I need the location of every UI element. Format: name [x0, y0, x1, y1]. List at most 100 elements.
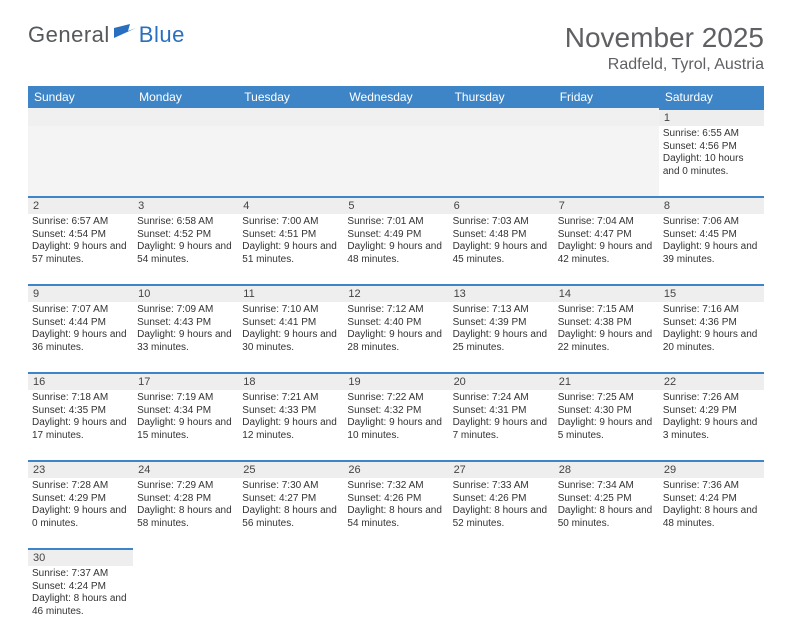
sunrise-text: Sunrise: 7:25 AM — [558, 392, 655, 405]
day-cell: Sunrise: 7:25 AMSunset: 4:30 PMDaylight:… — [554, 390, 659, 460]
empty-cell — [449, 566, 554, 636]
empty-cell — [28, 126, 133, 196]
day-cell: Sunrise: 7:22 AMSunset: 4:32 PMDaylight:… — [343, 390, 448, 460]
empty-cell — [238, 126, 343, 196]
day-number: 3 — [133, 196, 238, 214]
day-cell: Sunrise: 7:36 AMSunset: 4:24 PMDaylight:… — [659, 478, 764, 548]
sunset-text: Sunset: 4:29 PM — [663, 405, 760, 418]
sunset-text: Sunset: 4:24 PM — [663, 493, 760, 506]
day-number: 10 — [133, 284, 238, 302]
day-number — [133, 548, 238, 566]
sunset-text: Sunset: 4:49 PM — [347, 229, 444, 242]
sunrise-text: Sunrise: 7:34 AM — [558, 480, 655, 493]
day-cell: Sunrise: 7:07 AMSunset: 4:44 PMDaylight:… — [28, 302, 133, 372]
day-number: 16 — [28, 372, 133, 390]
sunrise-text: Sunrise: 7:32 AM — [347, 480, 444, 493]
daylight-text: Daylight: 9 hours and 57 minutes. — [32, 241, 129, 266]
sunrise-text: Sunrise: 6:57 AM — [32, 216, 129, 229]
day-cell: Sunrise: 7:32 AMSunset: 4:26 PMDaylight:… — [343, 478, 448, 548]
daynum-row: 30 — [28, 548, 764, 566]
sunset-text: Sunset: 4:32 PM — [347, 405, 444, 418]
day-cell: Sunrise: 6:55 AMSunset: 4:56 PMDaylight:… — [659, 126, 764, 196]
sunset-text: Sunset: 4:30 PM — [558, 405, 655, 418]
daylight-text: Daylight: 9 hours and 15 minutes. — [137, 417, 234, 442]
daylight-text: Daylight: 8 hours and 56 minutes. — [242, 505, 339, 530]
day-number: 22 — [659, 372, 764, 390]
day-cell: Sunrise: 7:04 AMSunset: 4:47 PMDaylight:… — [554, 214, 659, 284]
sunrise-text: Sunrise: 7:01 AM — [347, 216, 444, 229]
daylight-text: Daylight: 9 hours and 25 minutes. — [453, 329, 550, 354]
week-row: Sunrise: 7:07 AMSunset: 4:44 PMDaylight:… — [28, 302, 764, 372]
day-number — [554, 108, 659, 126]
day-number: 24 — [133, 460, 238, 478]
page-title: November 2025 — [565, 22, 764, 54]
day-number: 6 — [449, 196, 554, 214]
sunrise-text: Sunrise: 7:00 AM — [242, 216, 339, 229]
day-number: 7 — [554, 196, 659, 214]
week-row: Sunrise: 7:18 AMSunset: 4:35 PMDaylight:… — [28, 390, 764, 460]
day-cell: Sunrise: 7:15 AMSunset: 4:38 PMDaylight:… — [554, 302, 659, 372]
day-cell: Sunrise: 7:29 AMSunset: 4:28 PMDaylight:… — [133, 478, 238, 548]
sunrise-text: Sunrise: 6:58 AM — [137, 216, 234, 229]
day-number: 28 — [554, 460, 659, 478]
daylight-text: Daylight: 8 hours and 50 minutes. — [558, 505, 655, 530]
day-number — [28, 108, 133, 126]
day-cell: Sunrise: 7:24 AMSunset: 4:31 PMDaylight:… — [449, 390, 554, 460]
sunrise-text: Sunrise: 7:22 AM — [347, 392, 444, 405]
day-cell: Sunrise: 6:57 AMSunset: 4:54 PMDaylight:… — [28, 214, 133, 284]
day-number: 15 — [659, 284, 764, 302]
sunset-text: Sunset: 4:31 PM — [453, 405, 550, 418]
empty-cell — [554, 566, 659, 636]
sunset-text: Sunset: 4:38 PM — [558, 317, 655, 330]
sunrise-text: Sunrise: 7:16 AM — [663, 304, 760, 317]
flag-icon — [114, 24, 136, 47]
sunset-text: Sunset: 4:48 PM — [453, 229, 550, 242]
calendar: Sunday Monday Tuesday Wednesday Thursday… — [28, 86, 764, 636]
daynum-row: 9101112131415 — [28, 284, 764, 302]
empty-cell — [133, 126, 238, 196]
day-number — [343, 108, 448, 126]
day-number: 9 — [28, 284, 133, 302]
sunrise-text: Sunrise: 7:06 AM — [663, 216, 760, 229]
sunrise-text: Sunrise: 7:04 AM — [558, 216, 655, 229]
sunset-text: Sunset: 4:43 PM — [137, 317, 234, 330]
day-number: 17 — [133, 372, 238, 390]
sunrise-text: Sunrise: 7:09 AM — [137, 304, 234, 317]
day-number: 4 — [238, 196, 343, 214]
sunrise-text: Sunrise: 7:13 AM — [453, 304, 550, 317]
sunrise-text: Sunrise: 7:21 AM — [242, 392, 339, 405]
sunset-text: Sunset: 4:44 PM — [32, 317, 129, 330]
day-header: Friday — [554, 86, 659, 108]
sunset-text: Sunset: 4:25 PM — [558, 493, 655, 506]
day-number: 30 — [28, 548, 133, 566]
empty-cell — [554, 126, 659, 196]
day-number: 18 — [238, 372, 343, 390]
day-number: 25 — [238, 460, 343, 478]
day-cell: Sunrise: 7:03 AMSunset: 4:48 PMDaylight:… — [449, 214, 554, 284]
logo-text-general: General — [28, 22, 110, 48]
sunrise-text: Sunrise: 7:18 AM — [32, 392, 129, 405]
sunset-text: Sunset: 4:40 PM — [347, 317, 444, 330]
day-cell: Sunrise: 7:16 AMSunset: 4:36 PMDaylight:… — [659, 302, 764, 372]
day-cell: Sunrise: 7:13 AMSunset: 4:39 PMDaylight:… — [449, 302, 554, 372]
daylight-text: Daylight: 8 hours and 58 minutes. — [137, 505, 234, 530]
daylight-text: Daylight: 9 hours and 20 minutes. — [663, 329, 760, 354]
week-row: Sunrise: 6:55 AMSunset: 4:56 PMDaylight:… — [28, 126, 764, 196]
day-cell: Sunrise: 7:37 AMSunset: 4:24 PMDaylight:… — [28, 566, 133, 636]
sunrise-text: Sunrise: 7:24 AM — [453, 392, 550, 405]
day-number — [449, 108, 554, 126]
daylight-text: Daylight: 9 hours and 3 minutes. — [663, 417, 760, 442]
sunset-text: Sunset: 4:41 PM — [242, 317, 339, 330]
daylight-text: Daylight: 9 hours and 10 minutes. — [347, 417, 444, 442]
week-row: Sunrise: 7:28 AMSunset: 4:29 PMDaylight:… — [28, 478, 764, 548]
day-number: 2 — [28, 196, 133, 214]
day-header-row: Sunday Monday Tuesday Wednesday Thursday… — [28, 86, 764, 108]
empty-cell — [343, 126, 448, 196]
daylight-text: Daylight: 9 hours and 42 minutes. — [558, 241, 655, 266]
daylight-text: Daylight: 8 hours and 48 minutes. — [663, 505, 760, 530]
day-number: 13 — [449, 284, 554, 302]
day-cell: Sunrise: 7:33 AMSunset: 4:26 PMDaylight:… — [449, 478, 554, 548]
sunrise-text: Sunrise: 7:15 AM — [558, 304, 655, 317]
daynum-row: 2345678 — [28, 196, 764, 214]
day-number — [238, 108, 343, 126]
